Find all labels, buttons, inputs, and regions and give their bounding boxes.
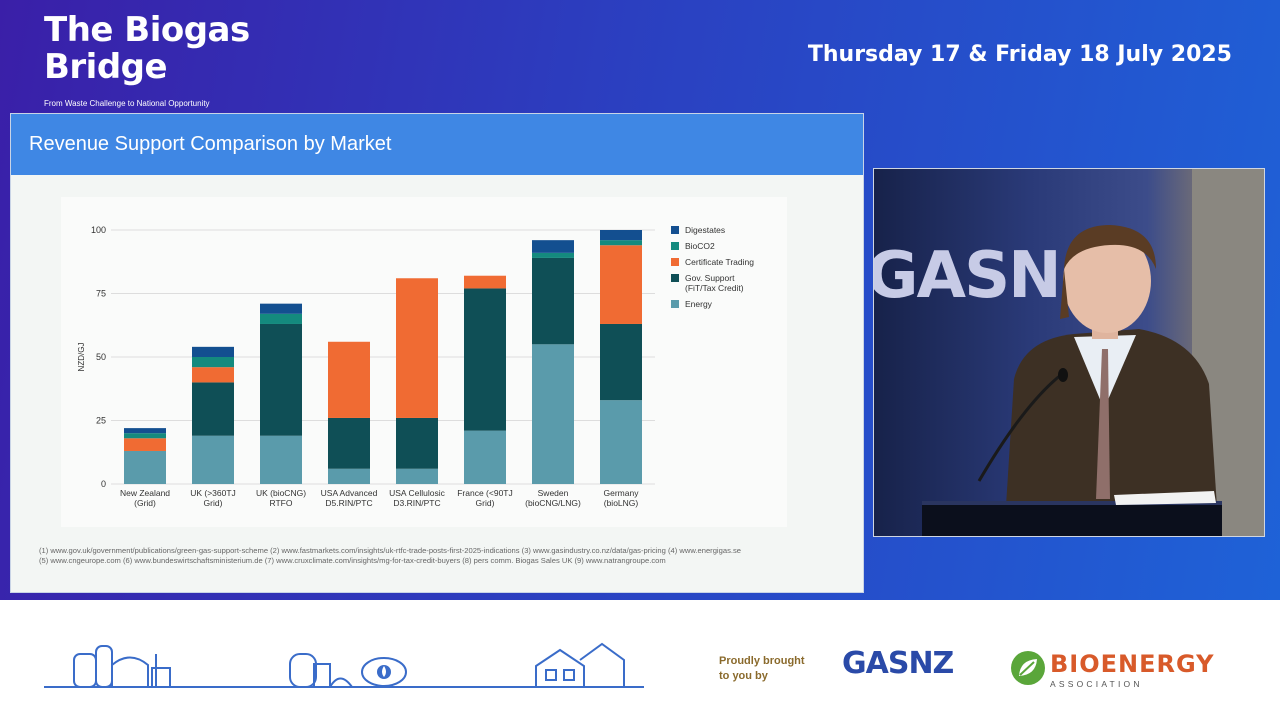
legend-label: Certificate Trading <box>685 257 754 267</box>
speaker-figure <box>922 225 1222 536</box>
bar-segment <box>260 313 302 324</box>
bar-segment <box>600 323 642 401</box>
leaf-icon <box>1011 651 1045 685</box>
bar-segment <box>600 230 642 241</box>
event-date: Thursday 17 & Friday 18 July 2025 <box>807 42 1232 67</box>
legend-swatch <box>671 274 679 282</box>
x-tick-label: France (<90TJ Grid) <box>457 488 513 508</box>
footnote-line2: (5) www.cngeurope.com (6) www.bundeswirt… <box>39 556 666 565</box>
y-tick-label: 50 <box>96 352 106 362</box>
bar-segment <box>260 303 302 314</box>
x-tick-label: UK (bioCNG) RTFO <box>256 488 306 508</box>
event-subtitle: From Waste Challenge to National Opportu… <box>44 99 210 108</box>
bar-segment <box>396 278 438 418</box>
bar-segment <box>464 430 506 484</box>
y-axis-label: NZD/GJ <box>77 343 86 372</box>
bar-segment <box>396 468 438 484</box>
speaker-video: GASN <box>873 168 1265 537</box>
x-tick-label: Sweden (bioCNG/LNG) <box>525 488 581 508</box>
bioenergy-name: BIOENERGY <box>1050 650 1215 678</box>
y-tick-label: 25 <box>96 416 106 426</box>
sponsor-caption-line1: Proudly brought <box>719 655 805 667</box>
legend-swatch <box>671 258 679 266</box>
x-tick-label: New Zealand (Grid) <box>120 488 170 508</box>
biogas-illustration <box>44 642 644 688</box>
bar-segment <box>192 435 234 484</box>
legend-swatch <box>671 242 679 250</box>
legend-label: Energy <box>685 299 713 309</box>
bioenergy-association: ASSOCIATION <box>1050 679 1143 689</box>
event-title: The Biogas Bridge <box>44 12 250 86</box>
bar-segment <box>124 428 166 434</box>
x-tick-label: USA Cellulosic D3.RIN/PTC <box>389 488 445 508</box>
bar-segment <box>192 382 234 436</box>
bar-segment <box>464 275 506 289</box>
bar-segment <box>464 288 506 431</box>
chart-panel: 0 25 50 75 100 NZD/GJ New Zealand (Grid) UK (>36… <box>61 197 787 527</box>
y-tick-label: 100 <box>91 225 106 235</box>
event-title-line1: The Biogas <box>44 10 250 50</box>
gasnz-logo: GASNZ <box>842 646 954 681</box>
bioenergy-logo: BIOENERGY ASSOCIATION <box>1010 648 1214 692</box>
legend-swatch <box>671 300 679 308</box>
legend-label: Digestates <box>685 225 725 235</box>
x-tick-label: Germany (bioLNG) <box>604 488 640 508</box>
bar-segment <box>396 417 438 469</box>
bar-segment <box>260 323 302 436</box>
bar-segment <box>532 240 574 253</box>
backdrop-sign: GASN <box>873 239 1062 313</box>
legend-label: Gov. Support (FiT/Tax Credit) <box>685 273 744 293</box>
x-tick-label: UK (>360TJ Grid) <box>190 488 236 508</box>
presentation-slide: Revenue Support Comparison by Market 0 25… <box>10 113 864 593</box>
bar-segment <box>600 245 642 324</box>
bar-segment <box>532 252 574 258</box>
event-title-line2: Bridge <box>44 47 168 87</box>
sponsor-footer: Proudly brought to you by GASNZ BIOENERG… <box>0 600 1280 720</box>
bar-segment <box>328 341 370 418</box>
y-tick-label: 75 <box>96 289 106 299</box>
bar-segment <box>192 367 234 383</box>
bar-segment <box>328 417 370 469</box>
slide-title: Revenue Support Comparison by Market <box>29 133 392 155</box>
bar-segment <box>192 346 234 357</box>
bar-segment <box>192 357 234 368</box>
slide-header: Revenue Support Comparison by Market <box>11 114 863 175</box>
bar-segment <box>532 257 574 345</box>
bar-segment <box>532 344 574 484</box>
y-tick-label: 0 <box>101 479 106 489</box>
footnote-line1: (1) www.gov.uk/government/publications/g… <box>39 546 741 555</box>
sponsor-caption: Proudly brought to you by <box>719 654 805 684</box>
legend-label: BioCO2 <box>685 241 715 251</box>
bar-segment <box>328 468 370 484</box>
bar-segment <box>600 400 642 484</box>
bar-segment <box>124 438 166 451</box>
sponsor-caption-line2: to you by <box>719 670 768 682</box>
bar-segment <box>260 435 302 484</box>
x-tick-label: USA Advanced D5.RIN/PTC <box>321 488 378 508</box>
stacked-bar-chart: 0 25 50 75 100 NZD/GJ New Zealand (Grid) UK (>36… <box>77 225 754 508</box>
legend-swatch <box>671 226 679 234</box>
bar-segment <box>600 240 642 246</box>
bar-segment <box>124 450 166 484</box>
bar-segment <box>124 433 166 439</box>
